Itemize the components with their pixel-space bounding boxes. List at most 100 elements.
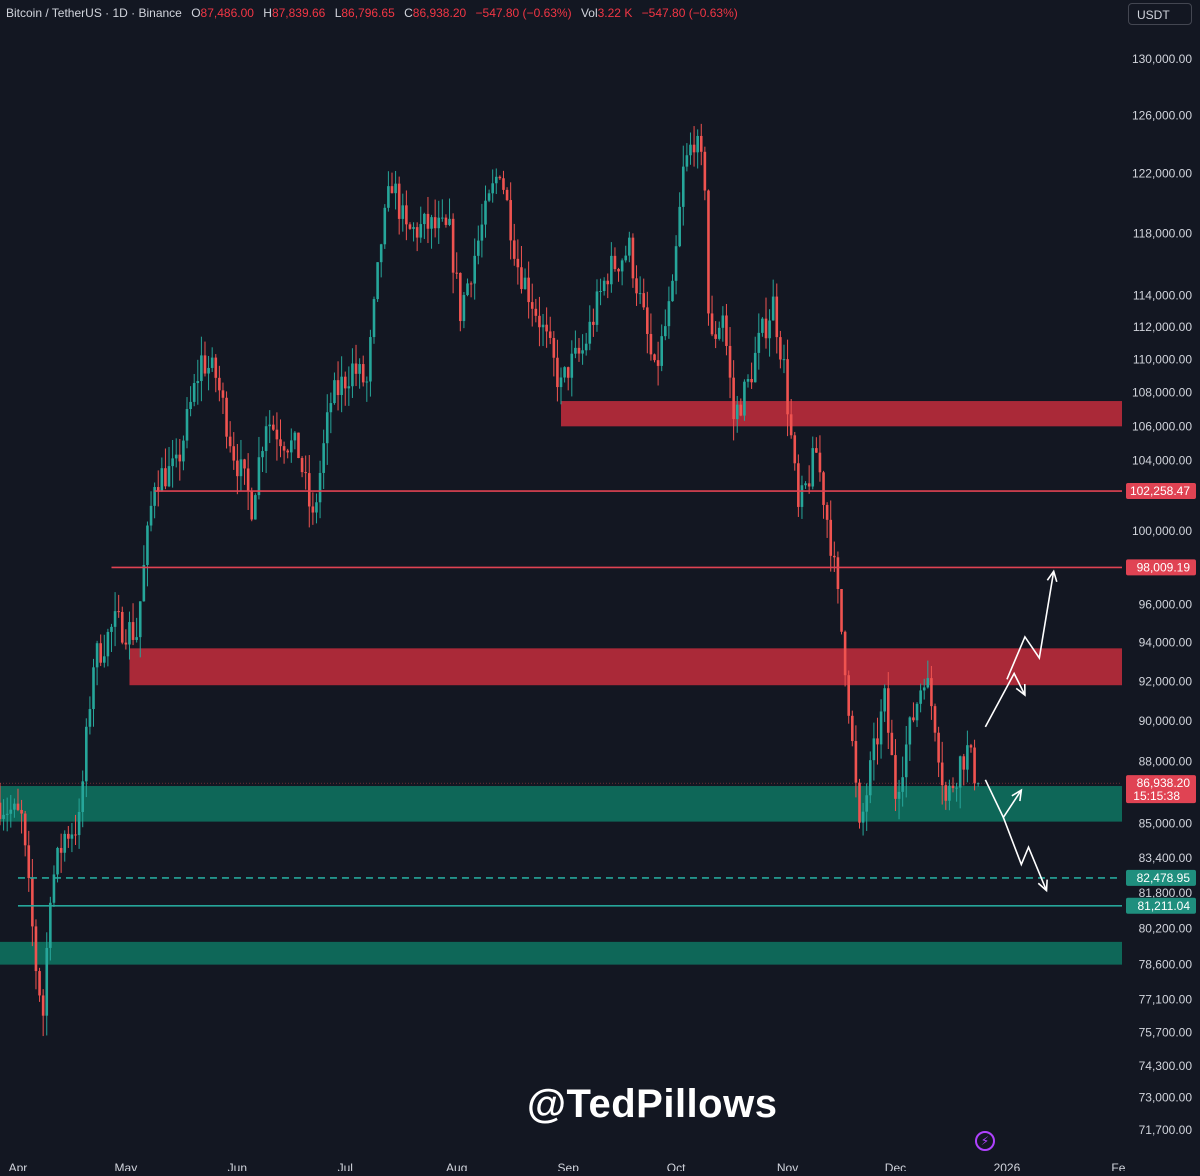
candle-body-22 [77,812,81,836]
candle-body-43 [153,487,156,506]
candle-body-184 [660,336,664,366]
price-tick-label-10: 100,000.00 [1132,524,1192,538]
lightning-icon[interactable]: ⚡ [975,1131,995,1151]
close-value: 86,938.20 [412,6,467,20]
price-tick-label-21: 77,100.00 [1139,992,1193,1006]
candle-body-17 [59,847,63,853]
candle-body-136 [487,193,491,201]
low-label: L [334,6,342,20]
candle-body-194 [696,135,699,153]
candle-body-19 [67,833,70,839]
projection-arrow-1 [1006,571,1055,680]
time-tick-label-4: Aug [446,1161,467,1171]
levels [0,490,1122,907]
candle-body-233 [836,557,840,589]
support-zone-3 [0,941,1122,965]
candle-body-91 [325,412,329,444]
change-value: −547.80 (−0.63%) [475,6,572,20]
time-tick-label-3: Jul [338,1161,353,1171]
candle-body-30 [106,631,110,657]
candle-body-263 [944,785,948,801]
candle-body-110 [394,183,397,194]
high-value: 87,839.66 [271,6,326,20]
candle-body-216 [775,296,779,338]
candle-body-90 [322,443,325,473]
candle-body-15 [52,874,56,903]
currency-selector[interactable]: USDT [1128,3,1192,25]
candle-body-130 [466,283,469,296]
candle-body-122 [437,217,441,229]
candle-body-260 [933,706,937,733]
price-tick-label-13: 92,000.00 [1139,674,1193,688]
candle-body-248 [890,732,894,756]
candle-body-170 [610,255,613,285]
candle-body-56 [200,355,203,382]
candle-body-165 [592,321,595,325]
candle-body-243 [872,738,876,761]
candle-body-266 [955,787,958,789]
candle-body-104 [372,299,376,338]
candle-body-85 [304,472,307,474]
candle-body-58 [207,367,210,374]
candle-body-100 [358,364,361,374]
candle-body-249 [894,755,897,799]
price-tick-label-18: 81,800.00 [1139,886,1193,900]
level-badge-1-bg [1126,559,1196,576]
candle-body-192 [689,144,692,156]
candle-body-112 [401,205,405,219]
candle-body-210 [753,352,757,383]
candle-body-38 [135,637,138,640]
candle-body-96 [343,376,347,389]
candle-body-261 [937,732,940,763]
candle-body-217 [779,337,782,360]
candle-body-18 [63,833,67,853]
watermark: @TedPillows [527,1082,778,1126]
candle-body-200 [717,327,721,339]
candle-body-220 [789,414,793,436]
candle-body-12 [41,995,45,1016]
time-tick-label-9: 2026 [994,1161,1021,1171]
candle-body-29 [102,656,106,663]
level-badge-2-bg [1126,869,1196,886]
candle-body-231 [829,519,833,556]
candle-body-214 [768,320,771,339]
candle-body-156 [559,377,563,388]
candle-body-103 [369,337,372,382]
candle-body-37 [131,622,135,640]
candle-body-225 [807,483,811,487]
candle-body-108 [387,186,390,208]
candle-body-134 [480,224,484,241]
candle-body-124 [444,217,448,225]
candle-body-40 [142,564,146,602]
price-tick-label-11: 96,000.00 [1139,598,1193,612]
candle-body-41 [146,525,149,565]
candle-body-269 [966,745,969,770]
candle-body-48 [171,458,174,467]
candle-body-228 [818,452,822,473]
candle-body-131 [469,283,473,285]
candle-body-118 [423,213,426,225]
candle-body-16 [56,847,59,875]
candle-body-238 [854,741,858,783]
candle-body-127 [455,272,459,274]
candle-body-198 [710,313,714,335]
symbol-title: Bitcoin / TetherUS · 1D · Binance [6,6,182,20]
candle-body-67 [239,459,243,477]
level-badge-2: 82,478.95 [1137,871,1191,885]
low-value: 86,796.65 [341,6,395,20]
level-badge-0: 102,258.47 [1130,484,1190,498]
time-tick-label-6: Oct [667,1161,686,1171]
candle-body-113 [405,205,408,225]
candle-body-264 [948,785,951,801]
candle-body-168 [602,280,606,292]
candle-body-185 [663,326,667,337]
candle-body-250 [897,791,901,799]
level-badge-1: 98,009.19 [1137,560,1191,574]
candle-body-53 [189,401,192,410]
candle-body-10 [34,926,38,972]
candle-body-251 [901,777,904,792]
candle-body-199 [714,334,717,339]
symbol-header: Bitcoin / TetherUS · 1D · Binance O87,48… [6,6,738,20]
